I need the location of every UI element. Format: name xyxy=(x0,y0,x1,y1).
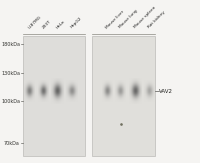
Text: VAV2: VAV2 xyxy=(159,89,173,94)
Bar xyxy=(92,36,155,156)
Text: Mouse spleen: Mouse spleen xyxy=(133,6,157,29)
Text: HeLa: HeLa xyxy=(55,19,66,29)
Text: 70kDa: 70kDa xyxy=(4,141,20,146)
Text: U-87MG: U-87MG xyxy=(27,15,42,29)
Text: 180kDa: 180kDa xyxy=(1,42,20,46)
Text: 293T: 293T xyxy=(41,19,52,29)
Text: HepG2: HepG2 xyxy=(70,16,83,29)
Text: Mouse lung: Mouse lung xyxy=(118,9,138,29)
Text: Mouse liver: Mouse liver xyxy=(105,9,125,29)
Text: 130kDa: 130kDa xyxy=(1,71,20,76)
Bar xyxy=(23,36,85,156)
Text: 100kDa: 100kDa xyxy=(1,99,20,104)
Text: Rat kidney: Rat kidney xyxy=(147,10,166,29)
